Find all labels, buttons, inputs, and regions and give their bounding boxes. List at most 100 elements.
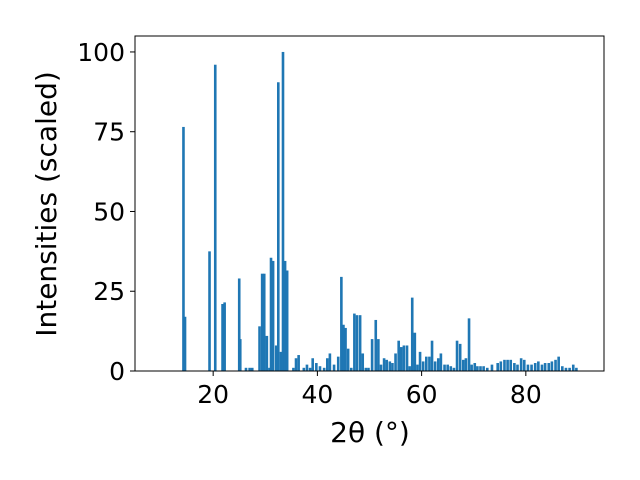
bar: [449, 366, 453, 371]
bar: [543, 363, 547, 371]
bar: [455, 340, 459, 371]
bar: [374, 319, 378, 371]
bar: [462, 359, 465, 371]
y-axis-label: Intensities (scaled): [30, 71, 63, 337]
bar: [473, 363, 477, 371]
bar: [416, 364, 419, 371]
bar: [564, 367, 568, 371]
bar: [479, 366, 482, 371]
bar: [391, 363, 394, 371]
bar: [476, 366, 479, 371]
bar: [467, 318, 471, 371]
bar: [499, 361, 503, 371]
bar: [557, 356, 560, 371]
bar: [513, 363, 516, 371]
bar: [537, 361, 540, 371]
bar: [421, 361, 425, 371]
bar: [561, 366, 564, 371]
bar: [336, 356, 340, 371]
x-tick-label: 40: [301, 380, 333, 409]
bar: [305, 364, 309, 371]
bar: [297, 355, 300, 371]
bar: [315, 363, 318, 371]
bar: [533, 363, 537, 371]
bar: [506, 359, 509, 371]
bar: [355, 315, 359, 371]
x-axis-ticks: 20 40 60 80: [197, 371, 542, 409]
bar: [340, 276, 343, 371]
bar: [458, 343, 462, 371]
bar: [221, 304, 224, 371]
bar: [436, 358, 440, 371]
bar: [522, 359, 526, 371]
bar: [248, 367, 251, 371]
bar: [439, 353, 443, 371]
bar: [269, 257, 273, 371]
bar: [554, 359, 557, 371]
bar: [397, 340, 400, 371]
bar: [519, 358, 523, 371]
bar: [575, 367, 578, 371]
y-axis-ticks: 0 25 50 75 100: [77, 38, 135, 386]
bar: [361, 353, 365, 371]
bar: [433, 361, 437, 371]
bar: [250, 367, 254, 371]
bar: [516, 364, 519, 371]
bar: [285, 270, 289, 371]
bar: [550, 361, 554, 371]
bar: [405, 345, 409, 371]
bar: [277, 82, 280, 371]
bar: [238, 339, 242, 371]
bar: [485, 367, 489, 371]
bar: [452, 367, 456, 371]
bar: [271, 260, 275, 371]
bar: [294, 358, 298, 371]
x-axis-label: 2θ (°): [330, 416, 410, 449]
bar: [268, 367, 271, 371]
bar: [367, 367, 370, 371]
bar: [482, 366, 485, 371]
bar: [332, 364, 336, 371]
x-tick-label: 80: [510, 380, 542, 409]
bar: [308, 367, 312, 371]
y-tick-label: 0: [109, 357, 125, 386]
y-tick-label: 75: [93, 118, 125, 147]
bar: [292, 367, 295, 371]
bar: [325, 358, 329, 371]
bar: [265, 335, 269, 371]
bar: [540, 364, 544, 371]
bar: [283, 260, 287, 371]
bar: [425, 356, 428, 371]
bar: [464, 358, 468, 371]
bar: [413, 332, 417, 371]
y-tick-label: 100: [77, 38, 125, 67]
x-tick-label: 20: [197, 380, 229, 409]
bar: [568, 367, 571, 371]
bar: [443, 364, 446, 371]
y-tick-label: 50: [93, 197, 125, 226]
bar: [213, 64, 217, 372]
bar: [346, 348, 350, 371]
bar: [503, 359, 506, 371]
x-tick-label: 60: [406, 380, 438, 409]
bar: [490, 364, 494, 371]
bar: [509, 359, 513, 371]
bar: [470, 364, 473, 371]
bar: [353, 313, 356, 371]
y-tick-label: 25: [93, 277, 125, 306]
bar: [208, 251, 211, 371]
bar: [258, 326, 261, 371]
bar: [385, 359, 388, 371]
bar: [279, 351, 283, 371]
bar: [526, 364, 530, 371]
bar: [496, 363, 499, 371]
bar: [399, 347, 403, 371]
bar: [182, 126, 185, 372]
bar: [262, 273, 266, 371]
bar: [302, 367, 306, 371]
bar: [260, 273, 264, 371]
bar: [571, 364, 575, 371]
bar: [388, 361, 392, 371]
bar: [410, 297, 414, 371]
